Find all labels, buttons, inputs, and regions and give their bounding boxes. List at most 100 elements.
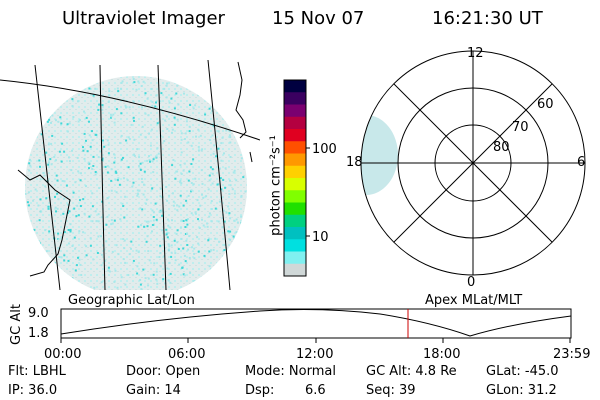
emission-pixel: [202, 76, 205, 78]
emission-pixel: [220, 104, 223, 107]
emission-pixel: [188, 235, 191, 238]
emission-pixel: [67, 242, 70, 245]
colorbar-tick-10: 10: [312, 230, 329, 245]
emission-pixel: [55, 76, 58, 77]
emission-pixel: [140, 288, 143, 290]
emission-pixel: [53, 156, 56, 158]
emission-pixel: [94, 87, 97, 90]
emission-pixel: [89, 244, 92, 247]
emission-pixel: [139, 279, 142, 281]
emission-pixel: [100, 281, 103, 284]
emission-pixel: [186, 223, 189, 226]
emission-pixel: [197, 149, 200, 152]
emission-pixel: [211, 172, 214, 175]
colorbar-segment: [284, 214, 306, 228]
emission-pixel: [122, 98, 125, 101]
emission-pixel: [208, 174, 211, 177]
emission-pixel: [163, 140, 166, 143]
emission-pixel: [67, 229, 70, 231]
colorbar-segment: [284, 129, 306, 142]
emission-pixel: [221, 226, 224, 229]
emission-pixel: [209, 268, 212, 271]
emission-pixel: [132, 259, 135, 262]
emission-pixel: [197, 208, 200, 211]
emission-pixel: [190, 182, 193, 184]
emission-pixel: [193, 257, 196, 260]
emission-pixel: [118, 73, 120, 75]
emission-pixel: [139, 167, 142, 170]
emission-pixel: [34, 188, 37, 191]
altitude-timeline: [60, 308, 572, 343]
emission-pixel: [138, 189, 141, 192]
emission-pixel: [39, 198, 42, 201]
emission-pixel: [226, 95, 229, 98]
emission-pixel: [155, 278, 158, 281]
emission-pixel: [219, 78, 222, 81]
emission-pixel: [209, 93, 212, 95]
emission-pixel: [160, 92, 163, 95]
emission-pixel: [200, 149, 203, 152]
emission-pixel: [165, 84, 168, 87]
emission-pixel: [182, 273, 185, 276]
emission-pixel: [212, 280, 215, 283]
emission-pixel: [120, 134, 123, 137]
emission-pixel: [207, 237, 210, 240]
emission-pixel: [54, 195, 56, 198]
emission-pixel: [61, 180, 64, 182]
mlt-label-0: 0: [467, 275, 476, 290]
emission-pixel: [166, 128, 169, 130]
emission-pixel: [27, 191, 30, 194]
emission-pixel: [98, 103, 101, 106]
emission-pixel: [113, 153, 116, 156]
emission-pixel: [150, 87, 153, 90]
emission-pixel: [176, 84, 179, 87]
emission-pixel: [137, 193, 140, 196]
emission-pixel: [246, 92, 247, 95]
emission-pixel: [229, 141, 232, 144]
emission-pixel: [49, 158, 52, 161]
x-tick-0600: 06:00: [168, 347, 206, 362]
emission-pixel: [103, 248, 106, 251]
emission-pixel: [234, 99, 237, 102]
emission-pixel: [166, 199, 169, 202]
emission-pixel: [152, 216, 155, 218]
emission-pixel: [173, 239, 176, 242]
emission-pixel: [224, 280, 227, 283]
emission-pixel: [25, 281, 26, 284]
emission-pixel: [88, 162, 91, 165]
emission-pixel: [69, 84, 72, 87]
emission-pixel: [20, 178, 22, 180]
emission-pixel: [219, 103, 222, 106]
emission-pixel: [200, 86, 203, 89]
emission-pixel: [185, 239, 188, 242]
emission-pixel: [106, 139, 109, 142]
emission-pixel: [176, 204, 179, 207]
emission-pixel: [172, 200, 175, 203]
emission-pixel: [40, 93, 43, 96]
emission-pixel: [94, 173, 97, 176]
emission-pixel: [107, 143, 110, 146]
emission-pixel: [229, 184, 232, 187]
emission-pixel: [138, 165, 140, 168]
emission-pixel: [91, 220, 94, 223]
seq-info: Seq: 39: [366, 383, 416, 398]
emission-pixel: [79, 179, 82, 182]
emission-pixel: [147, 250, 150, 253]
emission-pixel: [211, 168, 214, 171]
emission-pixel: [165, 185, 168, 188]
emission-pixel: [74, 71, 76, 73]
emission-pixel: [60, 280, 63, 283]
emission-pixel: [161, 229, 164, 232]
emission-pixel: [223, 249, 226, 251]
emission-pixel: [114, 269, 117, 272]
emission-pixel: [212, 98, 215, 101]
emission-pixel: [149, 160, 151, 163]
emission-pixel: [227, 230, 230, 233]
emission-pixel: [48, 230, 51, 233]
emission-pixel: [227, 205, 230, 208]
emission-pixel: [77, 120, 80, 123]
emission-pixel: [145, 202, 147, 205]
emission-pixel: [229, 217, 232, 220]
emission-pixel: [180, 219, 183, 222]
emission-pixel: [45, 113, 48, 116]
